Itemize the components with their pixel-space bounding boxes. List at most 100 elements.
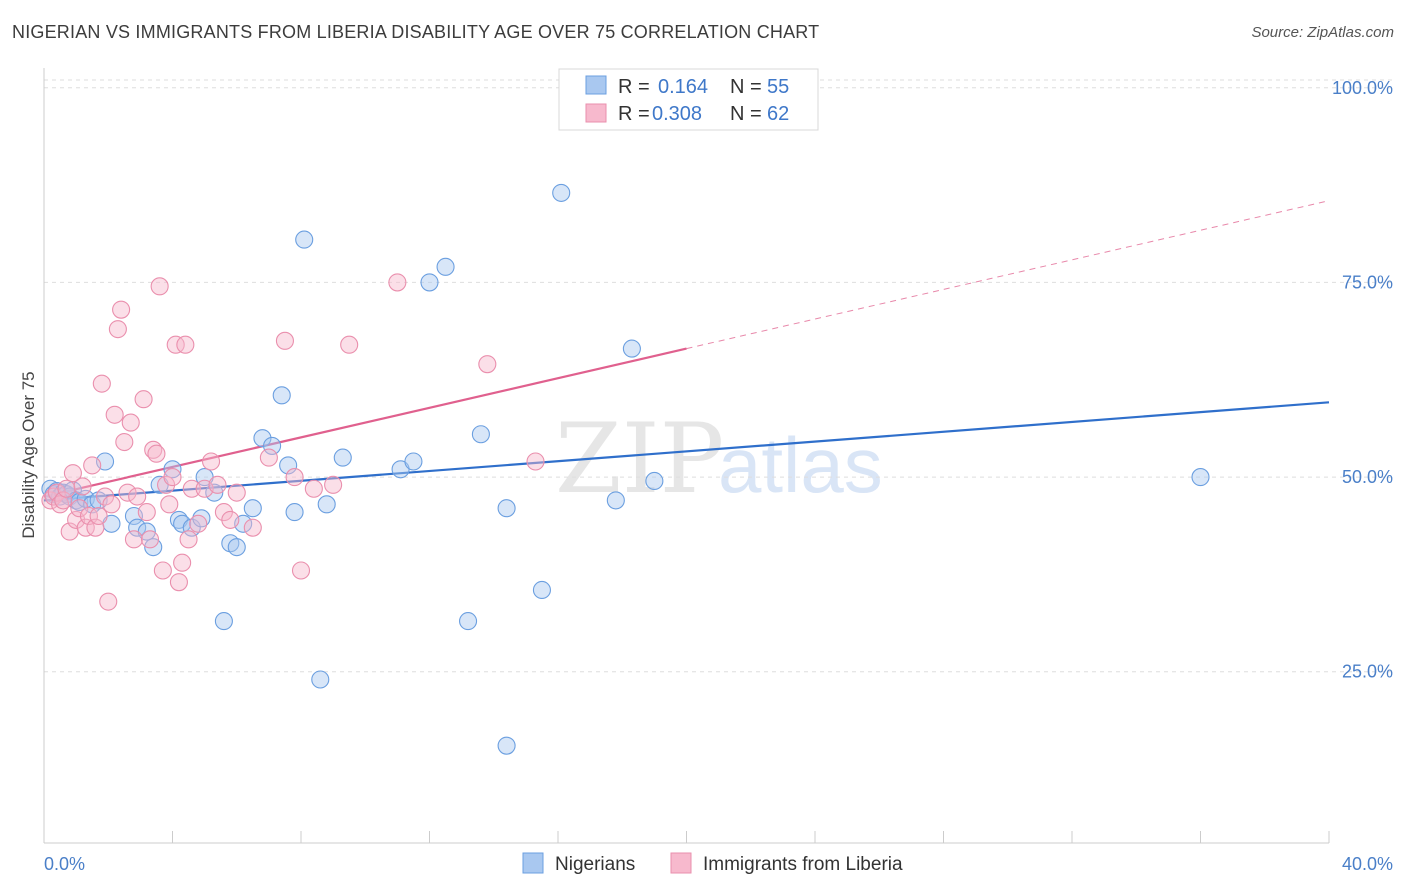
source-label: Source: ZipAtlas.com [1251, 24, 1394, 41]
point-1-51 [243, 518, 262, 537]
point-0-54 [1191, 468, 1210, 487]
point-1-18 [99, 592, 118, 611]
point-1-57 [324, 475, 343, 494]
point-0-49 [532, 580, 551, 600]
point-0-37 [295, 230, 314, 249]
point-1-54 [285, 468, 304, 487]
point-0-46 [471, 425, 490, 444]
point-1-61 [526, 452, 545, 471]
point-0-40 [333, 448, 352, 467]
point-1-11 [76, 518, 95, 537]
point-1-13 [83, 456, 102, 475]
point-1-46 [202, 452, 221, 471]
point-0-16 [128, 518, 147, 537]
point-0-24 [192, 509, 211, 528]
point-1-19 [102, 495, 121, 514]
point-0-32 [253, 429, 272, 448]
point-1-29 [137, 503, 156, 522]
point-1-39 [169, 573, 188, 592]
trend-line-0 [43, 401, 1330, 502]
x-tick-label-max: 40.0% [1342, 854, 1393, 874]
trend-extension-1 [686, 200, 1330, 350]
point-1-10 [73, 477, 92, 496]
point-1-38 [166, 335, 185, 354]
x-tick-label-min: 0.0% [44, 854, 85, 874]
watermark-atlas: atlas [718, 421, 883, 509]
point-0-34 [272, 386, 291, 405]
point-0-51 [606, 491, 625, 510]
legend-swatch-nigerians [585, 75, 607, 95]
point-1-26 [124, 530, 143, 549]
point-1-59 [388, 273, 407, 292]
point-1-23 [115, 432, 134, 452]
point-1-52 [259, 448, 278, 467]
point-1-9 [70, 499, 89, 518]
y-tick-label-0: 25.0% [1342, 662, 1393, 682]
point-0-31 [243, 499, 262, 518]
point-1-60 [478, 355, 497, 374]
legend-r-label-2: R = [618, 103, 650, 125]
gridlines [44, 79, 1393, 673]
point-1-55 [291, 561, 311, 580]
point-0-38 [311, 670, 330, 689]
legend-n-value-2: 62 [767, 103, 789, 125]
bottom-legend-swatch-nigerians [522, 852, 544, 874]
point-0-42 [404, 452, 423, 471]
y-tick-label-3: 100.0% [1332, 78, 1393, 98]
point-1-42 [179, 530, 198, 549]
legend-n-value-1: 55 [767, 76, 789, 98]
data-points [41, 183, 1210, 755]
point-1-4 [54, 491, 73, 510]
point-0-39 [317, 495, 336, 514]
point-1-34 [153, 561, 172, 580]
legend-n-label-2: N = [730, 103, 762, 125]
legend-r-label-1: R = [618, 76, 650, 98]
point-1-28 [134, 390, 153, 409]
point-1-58 [340, 335, 359, 354]
point-1-5 [57, 479, 76, 498]
point-1-32 [147, 444, 166, 463]
point-1-49 [221, 510, 240, 529]
point-0-44 [436, 257, 455, 276]
point-0-52 [622, 339, 641, 358]
legend-n-label-1: N = [730, 76, 762, 98]
legend: R = 0.164 N = 55 R = 0.308 N = 62 [558, 68, 819, 131]
bottom-legend-label-liberia: Immigrants from Liberia [703, 854, 903, 875]
point-1-47 [208, 475, 227, 494]
legend-r-value-1: 0.164 [658, 76, 708, 98]
point-0-36 [285, 503, 304, 522]
point-0-48 [497, 499, 516, 518]
point-1-53 [275, 331, 294, 350]
point-1-37 [163, 468, 182, 487]
point-1-22 [112, 300, 131, 319]
point-1-21 [108, 320, 127, 339]
point-0-20 [163, 460, 182, 479]
point-0-27 [214, 612, 233, 631]
point-1-44 [189, 514, 208, 533]
point-1-12 [79, 506, 99, 526]
point-1-36 [160, 495, 179, 514]
point-0-22 [173, 514, 192, 533]
point-1-16 [92, 374, 111, 393]
point-1-30 [140, 530, 160, 549]
y-axis-label: Disability Age Over 75 [19, 371, 38, 538]
point-1-20 [105, 405, 124, 424]
bottom-legend-label-nigerians: Nigerians [555, 854, 635, 875]
point-1-43 [182, 479, 201, 498]
point-1-14 [86, 518, 105, 537]
trend-line-1 [43, 347, 687, 498]
axes [43, 68, 1330, 844]
legend-r-value-2: 0.308 [652, 103, 702, 125]
point-0-45 [458, 612, 478, 631]
bottom-legend: Nigerians Immigrants from Liberia [522, 852, 903, 875]
point-0-53 [645, 471, 664, 491]
point-0-29 [227, 538, 246, 557]
point-0-50 [552, 183, 571, 202]
point-0-43 [420, 273, 439, 292]
point-1-15 [89, 506, 108, 526]
y-tick-label-2: 75.0% [1342, 272, 1393, 292]
point-1-7 [63, 464, 82, 483]
legend-swatch-liberia [585, 103, 607, 123]
point-0-47 [497, 736, 516, 755]
